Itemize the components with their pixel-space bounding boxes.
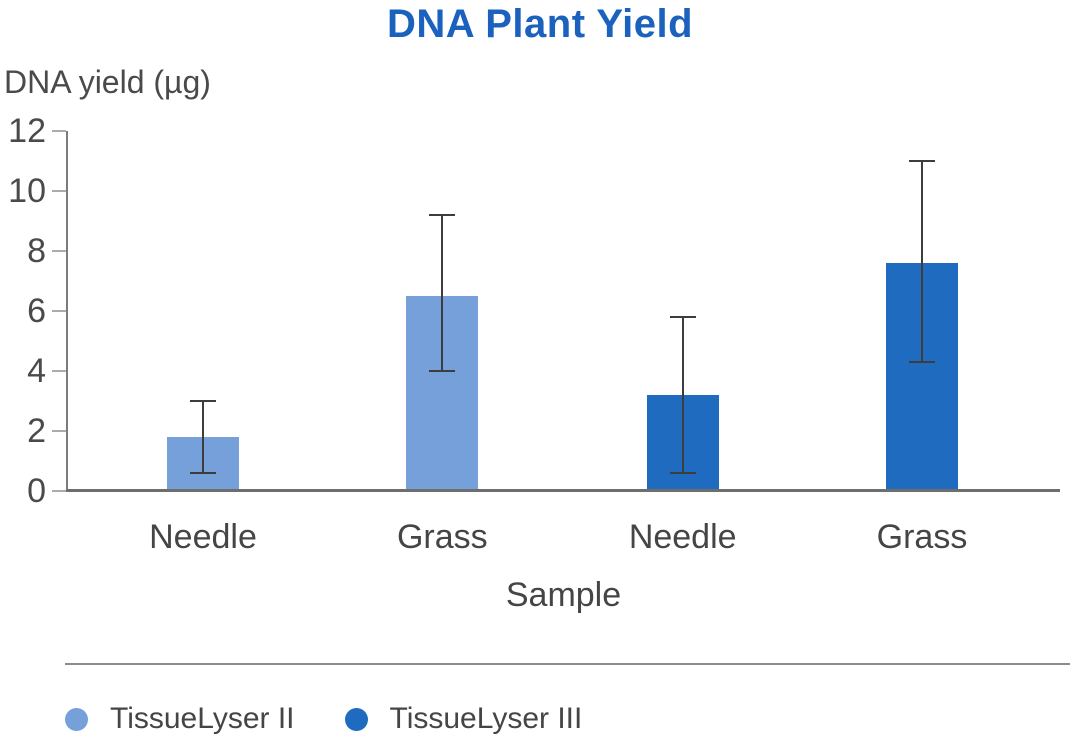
y-tick-mark (52, 249, 66, 252)
error-bar-line (681, 316, 684, 473)
legend-label: TissueLyser III (389, 702, 583, 735)
error-bar-line (921, 160, 923, 362)
y-tick-label: 8 (27, 231, 46, 270)
y-tick-label: 0 (27, 471, 46, 510)
legend-item-tissuelyser-ii: TissueLyser II (65, 702, 295, 736)
error-bar-cap-top (429, 213, 456, 216)
legend-item-tissuelyser-iii: TissueLyser III (344, 702, 583, 736)
error-bar-cap-bottom (429, 369, 456, 372)
y-tick-label: 4 (27, 351, 46, 390)
y-tick-label: 6 (27, 291, 46, 330)
y-tick-mark (52, 309, 66, 312)
divider-line (65, 663, 1070, 665)
x-category-label: Grass (396, 518, 488, 556)
y-tick-label: 12 (8, 112, 46, 150)
legend-swatch-circle-icon (344, 707, 368, 731)
y-tick-mark (52, 189, 66, 192)
y-tick-label: 2 (27, 411, 46, 450)
legend-swatch-circle-icon (65, 707, 88, 731)
error-bar-cap-bottom (909, 360, 935, 363)
y-axis-line (66, 131, 68, 492)
x-category-label: Needle (149, 518, 257, 556)
x-category-label: Grass (876, 518, 968, 556)
error-bar-line (441, 214, 444, 371)
legend-label: TissueLyser II (110, 702, 295, 735)
y-axis-label: DNA yield (µg) (4, 64, 211, 100)
y-tick-mark (52, 130, 66, 132)
error-bar-cap-bottom (190, 471, 216, 474)
y-tick-mark (52, 429, 66, 432)
x-axis-title: Sample (505, 576, 622, 614)
x-axis-line (66, 489, 1060, 492)
y-tick-mark (52, 489, 66, 492)
error-bar-cap-top (669, 315, 696, 318)
error-bar-cap-top (190, 399, 216, 402)
chart-title: DNA Plant Yield (386, 2, 694, 46)
x-category-label: Needle (628, 518, 737, 556)
y-tick-mark (52, 369, 66, 372)
y-tick-label: 10 (8, 171, 46, 210)
error-bar-line (202, 400, 204, 473)
legend: TissueLyser II TissueLyser III (65, 702, 582, 736)
error-bar-cap-top (909, 159, 935, 162)
error-bar-cap-bottom (669, 471, 696, 474)
